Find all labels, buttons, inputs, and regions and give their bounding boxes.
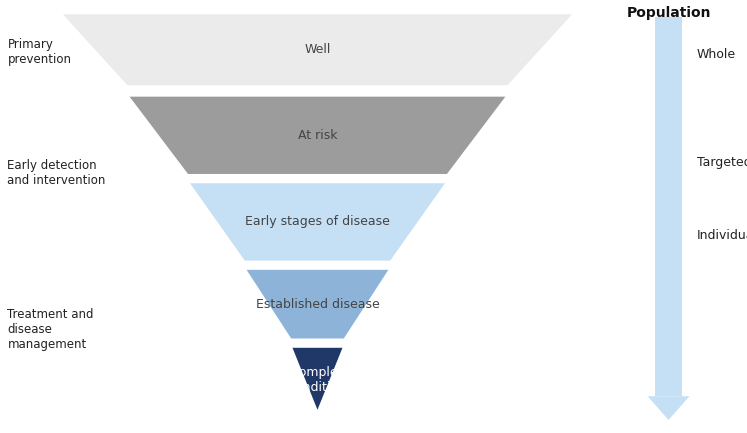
Text: Population: Population — [626, 6, 711, 20]
Text: Established disease: Established disease — [255, 297, 379, 311]
Polygon shape — [291, 346, 344, 414]
Text: Early detection
and intervention: Early detection and intervention — [7, 159, 106, 187]
Text: Whole: Whole — [697, 48, 736, 61]
Text: Primary
prevention: Primary prevention — [7, 38, 72, 66]
Text: Targeted: Targeted — [697, 156, 747, 169]
Text: Complex
condition: Complex condition — [288, 366, 347, 394]
Polygon shape — [60, 13, 575, 87]
Text: Early stages of disease: Early stages of disease — [245, 215, 390, 229]
Polygon shape — [655, 17, 682, 396]
Polygon shape — [244, 268, 391, 340]
Text: At risk: At risk — [298, 129, 337, 142]
Polygon shape — [187, 182, 447, 262]
Polygon shape — [127, 95, 508, 175]
Polygon shape — [648, 396, 689, 420]
Text: Treatment and
disease
management: Treatment and disease management — [7, 307, 94, 351]
Text: Well: Well — [304, 43, 331, 56]
Text: Individual: Individual — [697, 229, 747, 242]
